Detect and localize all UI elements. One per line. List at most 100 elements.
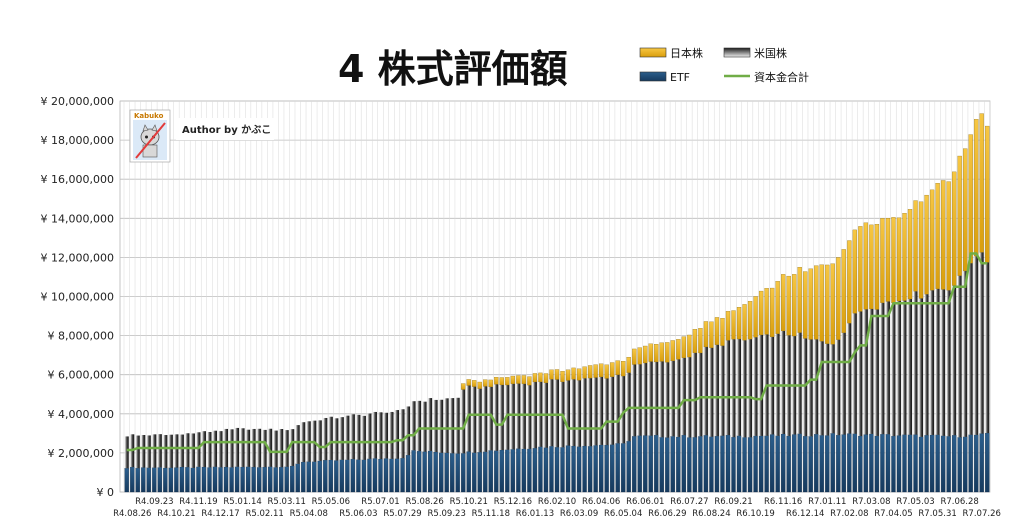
bar-us-stocks xyxy=(615,374,620,444)
y-tick-label: ¥ 14,000,000 xyxy=(41,212,114,225)
bar-us-stocks xyxy=(389,411,394,459)
bar-etf xyxy=(538,446,543,493)
bar-etf xyxy=(405,454,411,493)
bar-etf xyxy=(268,466,273,493)
y-tick-label: ¥ 20,000,000 xyxy=(41,95,114,108)
bar-us-stocks xyxy=(433,399,438,452)
bar-etf xyxy=(731,436,736,493)
bar-us-stocks xyxy=(555,379,559,448)
bar-etf xyxy=(229,467,234,493)
cat-ear-left-icon xyxy=(142,124,149,132)
legend-swatch-japan-stocks xyxy=(639,47,667,58)
x-tick-label: R6.01.13 xyxy=(516,509,554,519)
bar-us-stocks xyxy=(930,290,935,435)
bar-etf xyxy=(764,435,769,493)
bar-japan-stocks xyxy=(510,375,516,384)
bar-japan-stocks xyxy=(632,348,637,365)
bar-us-stocks xyxy=(880,302,885,435)
bar-us-stocks xyxy=(483,386,488,452)
bar-us-stocks xyxy=(742,340,747,438)
bar-etf xyxy=(345,459,350,493)
bar-us-stocks xyxy=(516,383,521,449)
bar-japan-stocks xyxy=(803,271,808,339)
bar-etf xyxy=(532,447,538,493)
bar-japan-stocks xyxy=(858,226,863,312)
bar-us-stocks xyxy=(179,434,184,467)
bar-japan-stocks xyxy=(979,113,984,253)
bar-us-stocks xyxy=(124,436,129,469)
bar-japan-stocks xyxy=(472,380,477,387)
bar-etf xyxy=(367,458,372,493)
bar-us-stocks xyxy=(985,262,990,434)
bar-etf xyxy=(841,434,846,493)
bar-us-stocks xyxy=(714,344,719,437)
bar-etf xyxy=(803,435,808,493)
bar-us-stocks xyxy=(201,431,206,467)
bar-japan-stocks xyxy=(521,375,527,384)
bar-etf xyxy=(262,466,267,493)
bar-us-stocks xyxy=(494,384,499,451)
bar-etf xyxy=(880,433,885,493)
bar-etf xyxy=(869,433,874,493)
bar-us-stocks xyxy=(395,410,400,459)
capital-total-line xyxy=(126,252,988,454)
bar-us-stocks xyxy=(372,411,377,459)
x-axis: R4.08.26 R4.10.21 R4.12.17 R5.02.11 R5.04.08… xyxy=(113,497,1001,519)
bar-japan-stocks xyxy=(582,366,587,379)
bar-etf xyxy=(527,448,532,493)
bar-japan-stocks xyxy=(494,376,499,385)
bar-etf xyxy=(146,467,151,493)
x-tick-label: R7.05.31 xyxy=(918,509,956,519)
rising-arrow-icon xyxy=(135,122,166,159)
bar-japan-stocks xyxy=(488,379,493,387)
y-axis: ¥ 0 ¥ 2,000,000 ¥ 4,000,000 ¥ 6,000,000 ¥ 8,… xyxy=(41,95,114,499)
bar-us-stocks xyxy=(566,380,571,446)
bar-etf xyxy=(891,435,896,493)
bar-japan-stocks xyxy=(565,369,571,381)
bar-etf xyxy=(692,437,698,493)
bar-us-stocks xyxy=(135,435,140,469)
bar-us-stocks xyxy=(897,300,901,436)
bar-etf xyxy=(251,466,256,493)
bar-us-stocks xyxy=(599,376,604,445)
bar-us-stocks xyxy=(549,379,554,447)
bar-etf xyxy=(963,436,968,493)
y-tick-label: ¥ 8,000,000 xyxy=(48,330,114,343)
bar-us-stocks xyxy=(163,435,168,468)
bar-japan-stocks xyxy=(477,381,482,389)
bar-etf xyxy=(257,467,262,493)
bar-us-stocks xyxy=(510,383,515,450)
bar-japan-stocks xyxy=(968,134,973,264)
bar-japan-stocks xyxy=(516,375,521,384)
bar-etf xyxy=(571,445,576,493)
bar-etf xyxy=(245,466,251,493)
bar-etf xyxy=(273,467,278,493)
bar-japan-stocks xyxy=(985,125,990,263)
bar-japan-stocks xyxy=(703,321,709,348)
bar-etf xyxy=(394,458,400,493)
bar-us-stocks xyxy=(317,420,322,461)
bar-us-stocks xyxy=(527,385,532,449)
bar-etf xyxy=(185,466,190,493)
bar-japan-stocks xyxy=(554,369,560,380)
bar-etf xyxy=(301,461,306,493)
bar-etf xyxy=(648,435,653,493)
bar-us-stocks xyxy=(748,339,753,438)
y-tick-label: ¥ 4,000,000 xyxy=(48,408,114,421)
bar-etf xyxy=(814,434,819,493)
bar-us-stocks xyxy=(687,357,692,438)
bar-us-stocks xyxy=(450,398,455,454)
bar-etf xyxy=(929,434,935,493)
bar-etf xyxy=(758,435,764,493)
bar-etf xyxy=(775,435,780,493)
bar-japan-stocks xyxy=(825,264,830,344)
bar-etf xyxy=(472,452,477,493)
bar-us-stocks xyxy=(196,432,201,467)
bar-us-stocks xyxy=(345,415,350,460)
bar-us-stocks xyxy=(869,308,874,434)
legend-label-etf: ETF xyxy=(670,71,690,84)
bar-etf xyxy=(356,459,361,493)
bar-japan-stocks xyxy=(665,342,670,363)
bar-us-stocks xyxy=(367,413,372,459)
bar-us-stocks xyxy=(472,386,477,453)
